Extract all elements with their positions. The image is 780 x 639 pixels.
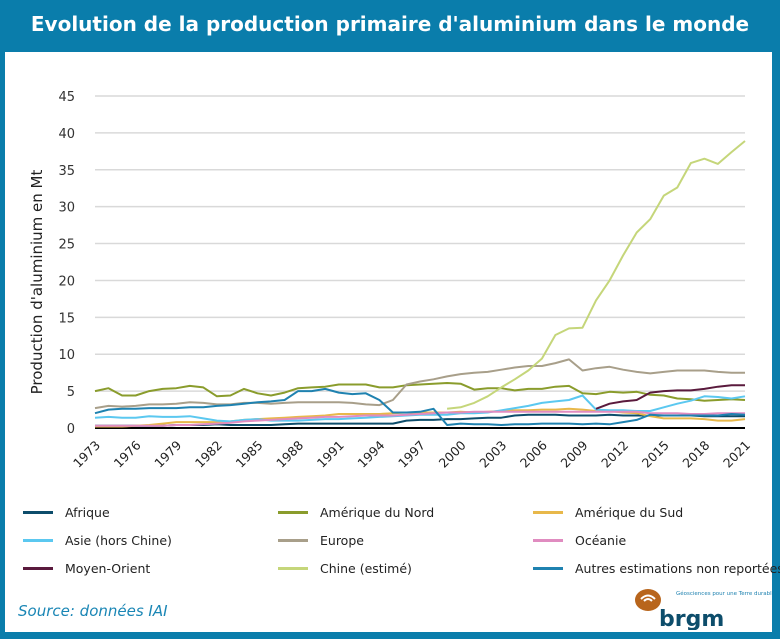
legend-label: Océanie xyxy=(575,532,627,548)
legend-item: Chine (estimé) xyxy=(278,559,412,577)
legend-item: Amérique du Sud xyxy=(533,503,683,521)
x-tick-label: 1988 xyxy=(273,437,306,470)
y-axis-label: Production d'aluminium en Mt xyxy=(28,170,46,395)
source-note: Source: données IAI xyxy=(18,602,168,620)
y-tick-label: 20 xyxy=(58,274,75,289)
legend-label: Afrique xyxy=(65,504,110,520)
legend-label: Amérique du Sud xyxy=(575,504,684,520)
legend-swatch xyxy=(533,538,563,542)
x-tick-label: 1976 xyxy=(111,437,144,470)
y-tick-label: 40 xyxy=(58,127,75,142)
x-tick-label: 1982 xyxy=(192,438,225,471)
x-tick-label: 2006 xyxy=(517,437,550,470)
legend-swatch xyxy=(23,566,53,570)
x-tick-label: 2012 xyxy=(598,438,631,471)
x-tick-label: 2018 xyxy=(679,437,712,470)
legend: Afrique Amérique du Nord Amérique du Sud As… xyxy=(23,503,780,583)
legend-item: Asie (hors Chine) xyxy=(23,531,172,549)
legend-swatch xyxy=(278,566,308,570)
legend-swatch xyxy=(23,538,53,542)
series-line-europe xyxy=(94,358,745,410)
legend-swatch xyxy=(533,566,563,570)
legend-item: Amérique du Nord xyxy=(278,503,434,521)
series-line-moyen-orient xyxy=(595,384,745,410)
legend-swatch xyxy=(278,538,308,542)
x-tick-label: 1997 xyxy=(395,438,428,471)
y-tick-label: 45 xyxy=(58,90,75,105)
legend-item: Océanie xyxy=(533,531,626,549)
y-tick-label: 15 xyxy=(58,311,75,326)
brgm-logo: brgm Géosciences pour une Terre durable xyxy=(635,589,772,630)
legend-label: Chine (estimé) xyxy=(320,560,412,576)
x-tick-label: 2009 xyxy=(558,437,591,470)
legend-item: Afrique xyxy=(23,503,110,521)
legend-label: Amérique du Nord xyxy=(320,504,435,520)
x-tick-label: 1985 xyxy=(233,438,266,471)
legend-item: Europe xyxy=(278,531,364,549)
svg-text:Géosciences pour une Terre dur: Géosciences pour une Terre durable xyxy=(676,590,772,597)
y-tick-label: 35 xyxy=(58,164,75,179)
legend-label: Europe xyxy=(320,532,364,548)
y-tick-label: 5 xyxy=(67,385,75,400)
x-tick-label: 1979 xyxy=(151,437,184,470)
x-tick-label: 1994 xyxy=(354,437,387,470)
legend-swatch xyxy=(23,510,53,514)
series-line-asie-hors-chine- xyxy=(94,394,746,423)
legend-swatch xyxy=(533,510,563,514)
legend-label: Asie (hors Chine) xyxy=(65,532,172,548)
chart-panel: 0 5 10 15 20 25 30 35 40 45 1973 1976 1979 1982 1985 19… xyxy=(5,52,780,632)
series-line-oc-anie xyxy=(95,410,745,427)
chart-title: Evolution de la production primaire d'al… xyxy=(30,12,750,36)
series-line-am-rique-du-nord xyxy=(94,382,746,402)
legend-item: Autres estimations non reportées xyxy=(533,559,780,577)
series-line-autres-estimations-non-report-es xyxy=(94,387,746,426)
legend-label: Autres estimations non reportées xyxy=(575,560,780,576)
x-tick-label: 2000 xyxy=(436,437,469,470)
x-tick-label: 1991 xyxy=(314,438,347,471)
y-tick-label: 0 xyxy=(67,422,75,437)
y-tick-label: 30 xyxy=(58,201,75,216)
x-tick-label: 2003 xyxy=(476,438,509,471)
x-tick-label: 2021 xyxy=(720,438,753,471)
x-tick-label: 2015 xyxy=(639,438,672,471)
legend-swatch xyxy=(278,510,308,514)
legend-item: Moyen-Orient xyxy=(23,559,150,577)
legend-label: Moyen-Orient xyxy=(65,560,151,576)
y-tick-label: 10 xyxy=(58,348,75,363)
series-line-chine-estim- xyxy=(446,140,746,410)
y-tick-label: 25 xyxy=(58,238,75,253)
svg-text:brgm: brgm xyxy=(659,607,724,630)
x-tick-label: 1973 xyxy=(70,438,103,471)
